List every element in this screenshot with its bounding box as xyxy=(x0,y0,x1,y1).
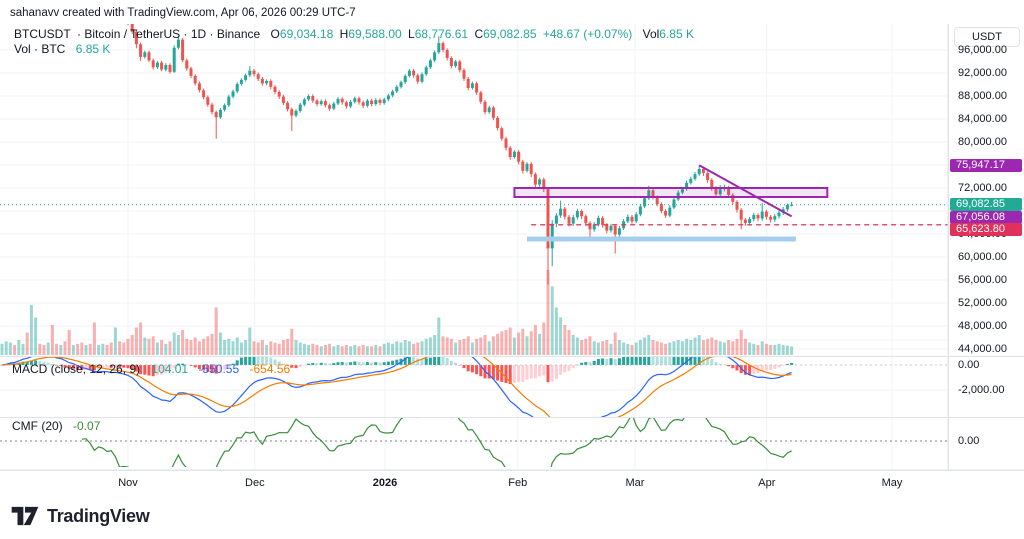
macd-label: MACD (close, 12, 26, 9) xyxy=(12,362,141,376)
price-tick: 88,000.00 xyxy=(958,90,1007,102)
macd-legend[interactable]: MACD (close, 12, 26, 9) 104.01 -550.55 -… xyxy=(12,362,290,376)
macd-tick: -2,000.00 xyxy=(958,384,1005,396)
descending-trendline[interactable] xyxy=(698,164,793,218)
time-axis-label: 2026 xyxy=(372,477,398,489)
cmf-legend[interactable]: CMF (20) -0.07 xyxy=(12,419,100,433)
cmf-pane xyxy=(81,418,792,467)
resistance-box[interactable] xyxy=(513,187,829,198)
open-value: 69,034.18 xyxy=(279,27,334,41)
price-axis[interactable]: USDT 96,000.00 92,000.00 88,000.00 84,000.0… xyxy=(948,24,1024,470)
time-axis-label: Apr xyxy=(758,477,776,489)
price-tick: 60,000.00 xyxy=(958,251,1007,263)
cmf-label: CMF (20) xyxy=(12,419,63,433)
price-tick: 80,000.00 xyxy=(958,136,1007,148)
macd-line-value: -550.55 xyxy=(198,362,240,376)
macd-signal-value: -654.56 xyxy=(249,362,291,376)
cmf-tick: 0.00 xyxy=(958,435,980,447)
time-axis[interactable]: Nov Dec 2026 Feb Mar Apr May xyxy=(0,470,1024,496)
time-axis-label: Feb xyxy=(508,477,528,489)
close-value: 69,082.85 xyxy=(483,27,537,41)
attribution-text: sahanavv created with TradingView.com, A… xyxy=(10,7,356,19)
time-axis-label: May xyxy=(881,477,903,489)
price-tick: 44,000.00 xyxy=(958,343,1007,355)
volume-series xyxy=(0,270,794,356)
change-value: +48.67 (+0.07%) xyxy=(542,27,633,41)
tradingview-logo-icon xyxy=(11,506,39,526)
macd-tick: 0.00 xyxy=(958,359,980,371)
volume-study-label: Vol · BTC xyxy=(14,42,66,56)
price-tick: 84,000.00 xyxy=(958,113,1007,125)
currency-toggle[interactable]: USDT xyxy=(954,27,1020,47)
volume-study-legend[interactable]: Vol · BTC 6.85 K xyxy=(14,42,110,56)
low-label: L xyxy=(408,27,415,41)
price-badge: 65,623.80 xyxy=(950,222,1022,236)
macd-hist-value: 104.01 xyxy=(151,362,189,376)
footer-brand[interactable]: TradingView xyxy=(10,503,150,529)
symbol-details: · Bitcoin / TetherUS · 1D · Binance xyxy=(77,27,261,41)
price-tick: 56,000.00 xyxy=(958,274,1007,286)
tradingview-logo-text: TradingView xyxy=(47,505,150,526)
time-axis-label: Dec xyxy=(245,477,265,489)
volume-value: 6.85 K xyxy=(659,27,694,41)
volume-study-value: 6.85 K xyxy=(75,42,111,56)
candlestick-series xyxy=(127,24,794,285)
high-label: H xyxy=(339,27,349,41)
price-tick: 48,000.00 xyxy=(958,320,1007,332)
high-value: 69,588.00 xyxy=(348,27,402,41)
price-badge: 67,056.08 xyxy=(950,211,1022,225)
symbol-name[interactable]: BTCUSDT xyxy=(14,27,71,41)
volume-label: Vol xyxy=(642,27,660,41)
price-badge: 69,082.85 xyxy=(950,198,1022,212)
time-axis-label: Mar xyxy=(625,477,645,489)
low-value: 68,776.61 xyxy=(414,27,469,41)
price-badge: 75,947.17 xyxy=(950,158,1022,172)
open-label: O xyxy=(270,27,280,41)
currency-label: USDT xyxy=(972,31,1002,43)
time-axis-label: Nov xyxy=(118,477,138,489)
symbol-legend[interactable]: BTCUSDT · Bitcoin / TetherUS · 1D · Bina… xyxy=(14,27,694,41)
close-label: C xyxy=(474,27,484,41)
cmf-value: -0.07 xyxy=(73,419,101,433)
price-tick: 52,000.00 xyxy=(958,297,1007,309)
price-tick: 72,000.00 xyxy=(958,182,1007,194)
price-tick: 96,000.00 xyxy=(958,44,1007,56)
price-tick: 92,000.00 xyxy=(958,67,1007,79)
